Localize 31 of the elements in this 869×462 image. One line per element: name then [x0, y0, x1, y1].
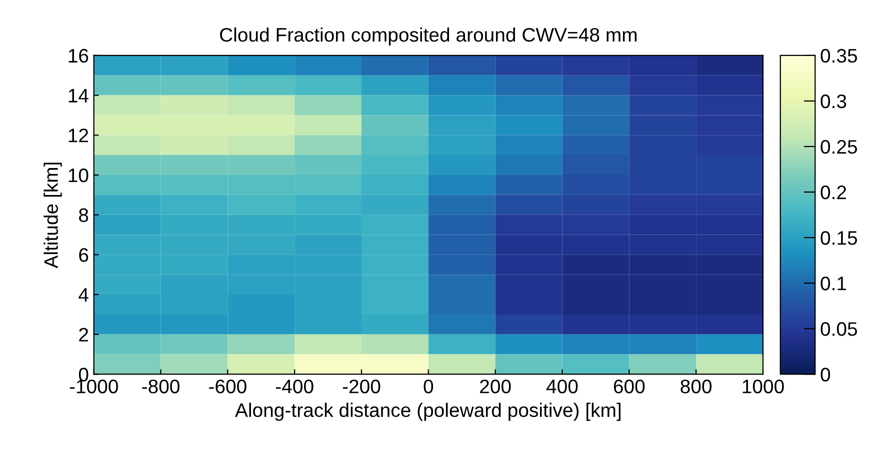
y-tick-label: 10	[68, 168, 88, 182]
x-tick-label: 400	[546, 380, 578, 394]
x-axis-title: Along-track distance (poleward positive) [km]	[235, 402, 620, 421]
y-tick-label: 4	[78, 288, 88, 302]
y-tick-label: 0	[78, 368, 88, 382]
y-axis-title: Altitude [km]	[44, 162, 62, 268]
color-bar-label: 0.1	[820, 276, 846, 290]
x-tick-label: 200	[480, 380, 511, 394]
color-bar-label: 0.05	[820, 322, 858, 336]
chart-title: Cloud Fraction composited around CWV=48 mm	[220, 27, 637, 46]
x-tick-label: -200	[342, 380, 380, 394]
x-tick-label: 1000	[742, 380, 784, 394]
y-tick-label: 2	[79, 328, 88, 342]
color-bar-label: 0.35	[820, 48, 858, 63]
x-tick-label: -600	[209, 380, 246, 394]
x-tick-label: -800	[142, 380, 180, 394]
x-tick-label: 800	[680, 380, 712, 394]
x-tick-label: 600	[614, 380, 645, 394]
color-bar-label: 0.15	[820, 231, 858, 245]
x-tick-label: -1000	[70, 380, 118, 394]
x-tick-label: -400	[276, 380, 314, 394]
color-bar-label: 0.3	[820, 94, 846, 108]
y-tick-label: 16	[68, 48, 88, 63]
y-tick-label: 12	[68, 128, 88, 142]
y-tick-label: 6	[79, 248, 88, 262]
y-tick-label: 14	[68, 88, 88, 102]
y-tick-label: 8	[79, 208, 88, 222]
x-tick-label: 0	[424, 380, 434, 394]
color-bar-label: 0.25	[820, 140, 858, 154]
color-bar-label: 0	[820, 368, 830, 382]
color-bar-label: 0.2	[820, 186, 846, 200]
